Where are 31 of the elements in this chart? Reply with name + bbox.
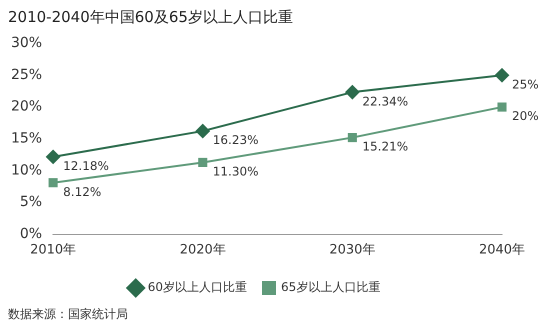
chart-title: 2010-2040年中国60及65岁以上人口比重 bbox=[8, 8, 294, 28]
data-label: 12.18% bbox=[63, 158, 109, 173]
data-label: 8.12% bbox=[63, 184, 102, 199]
y-tick-label: 10% bbox=[10, 162, 42, 178]
y-tick-label: 25% bbox=[10, 66, 42, 83]
data-label: 15.21% bbox=[362, 140, 408, 154]
point bbox=[48, 178, 58, 188]
source-note: 数据来源：国家统计局 bbox=[8, 306, 129, 323]
data-label: 16.23% bbox=[212, 133, 259, 148]
point bbox=[196, 124, 210, 138]
y-tick-label: 0% bbox=[20, 226, 42, 242]
point bbox=[348, 133, 357, 142]
x-tick-label: 2040年 bbox=[478, 242, 526, 258]
legend-label: 60岁以上人口比重 bbox=[148, 280, 248, 294]
point bbox=[198, 158, 208, 167]
x-tick-label: 2020年 bbox=[180, 242, 226, 258]
data-label: 22.34% bbox=[362, 94, 408, 108]
point bbox=[495, 68, 509, 82]
data-label: 25% bbox=[512, 77, 539, 92]
y-tick-label: 20% bbox=[10, 98, 42, 115]
point bbox=[497, 102, 507, 112]
y-tick-label: 15% bbox=[10, 130, 42, 147]
x-tick-label: 2010年 bbox=[30, 242, 76, 258]
point bbox=[345, 85, 360, 100]
y-tick-label: 5% bbox=[20, 194, 42, 210]
data-label: 11.30% bbox=[212, 164, 259, 179]
legend-label: 65岁以上人口比重 bbox=[281, 280, 380, 294]
y-tick-label: 30% bbox=[10, 35, 42, 52]
point bbox=[46, 150, 60, 164]
data-label: 20% bbox=[512, 109, 539, 124]
x-tick-label: 2030年 bbox=[329, 242, 376, 258]
